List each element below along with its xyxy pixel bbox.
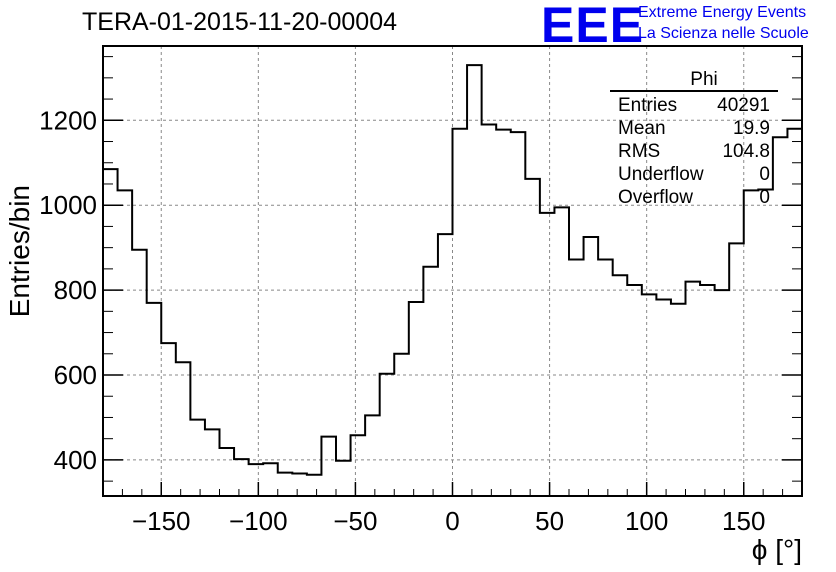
histogram-bin (627, 285, 642, 496)
stats-row-underflow: Underflow 0 (610, 163, 778, 186)
histogram-bin (423, 267, 438, 496)
stats-value: 40291 (717, 95, 770, 116)
y-tick-label: 400 (54, 445, 97, 475)
eee-logo-mark: EEE (541, 0, 645, 53)
y-axis-label: Entries/bin (4, 185, 35, 318)
chart-title: TERA-01-2015-11-20-00004 (82, 8, 398, 36)
axis-ticks (103, 56, 802, 496)
histogram-bin (554, 207, 569, 496)
histogram-bin (758, 189, 773, 496)
stats-value: 19.9 (733, 118, 770, 139)
histogram-bin (336, 461, 351, 496)
stats-label: RMS (618, 141, 661, 162)
y-tick-label: 1000 (39, 190, 97, 220)
y-tick-label: 1200 (39, 105, 97, 135)
histogram-bin (307, 475, 322, 496)
histogram-bin (220, 448, 235, 496)
stats-box: Phi Entries 40291 Mean 19.9 RMS 104.8 Un… (610, 70, 778, 209)
histogram-bin (496, 130, 511, 496)
stats-row-mean: Mean 19.9 (610, 117, 778, 140)
stats-value: 104.8 (722, 141, 770, 162)
stats-value: 0 (759, 164, 770, 185)
x-axis-label: ϕ [°] (751, 534, 802, 565)
histogram-bin (147, 303, 162, 496)
x-tick-label: −100 (229, 506, 288, 536)
histogram-bin (598, 260, 613, 496)
stats-label: Entries (618, 95, 678, 116)
histogram-bin (351, 435, 366, 496)
histogram-bin (467, 65, 482, 496)
histogram-bin (642, 294, 657, 496)
x-tick-label: −50 (333, 506, 377, 536)
stats-value: 0 (759, 187, 770, 208)
histogram-bin (394, 354, 409, 496)
histogram-bin (292, 474, 307, 497)
axis-tick-labels: −150 −100 −50 0 50 100 150 400 600 800 1000 1200 (39, 105, 765, 536)
stats-row-entries: Entries 40291 (610, 94, 778, 117)
histogram-bin (249, 464, 264, 496)
y-tick-label: 600 (54, 360, 97, 390)
histogram-bin (729, 243, 744, 496)
histogram-bin (190, 420, 205, 496)
histogram-bin (686, 282, 701, 496)
histogram-bin (438, 234, 453, 496)
histogram-bin (511, 132, 526, 496)
y-tick-label: 800 (54, 275, 97, 305)
histogram-bin (132, 250, 147, 496)
histogram-bin (263, 463, 278, 496)
histogram-bin (453, 129, 468, 496)
histogram-bin (715, 290, 730, 496)
stats-title: Phi (690, 69, 718, 90)
histogram-bin (176, 362, 191, 496)
histogram-bin (118, 190, 133, 496)
histogram-series (103, 64, 803, 497)
histogram-bin (321, 437, 336, 496)
stats-label: Underflow (618, 164, 704, 185)
histogram-bin (525, 179, 540, 496)
histogram-bin (482, 125, 497, 496)
x-tick-label: 0 (445, 506, 459, 536)
histogram-bin (671, 304, 686, 496)
stats-label: Overflow (618, 187, 693, 208)
histogram-bin (584, 237, 599, 496)
stats-label: Mean (618, 118, 666, 139)
histogram-bin (613, 275, 628, 496)
x-tick-label: 50 (535, 506, 564, 536)
histogram-bin (656, 299, 671, 496)
x-tick-label: −150 (132, 506, 191, 536)
histogram-bin (380, 374, 395, 496)
x-tick-label: 150 (722, 506, 765, 536)
x-tick-label: 100 (625, 506, 668, 536)
histogram-bin (569, 260, 584, 496)
histogram-bin (365, 415, 380, 496)
histogram-bin (161, 343, 176, 496)
histogram-bin (744, 190, 759, 496)
stats-row-rms: RMS 104.8 (610, 140, 778, 163)
stats-divider (610, 90, 778, 92)
histogram-bin (205, 429, 220, 496)
histogram-bin (700, 285, 715, 496)
histogram-bin (234, 459, 249, 496)
stats-row-overflow: Overflow 0 (610, 186, 778, 209)
eee-logo-line2: La Scienza nelle Scuole (638, 25, 809, 42)
histogram-bin (409, 302, 424, 496)
histogram-step-line (103, 64, 803, 476)
histogram-bin (540, 213, 555, 496)
eee-logo-line1: Extreme Energy Events (638, 4, 807, 21)
histogram-bin (278, 473, 293, 496)
